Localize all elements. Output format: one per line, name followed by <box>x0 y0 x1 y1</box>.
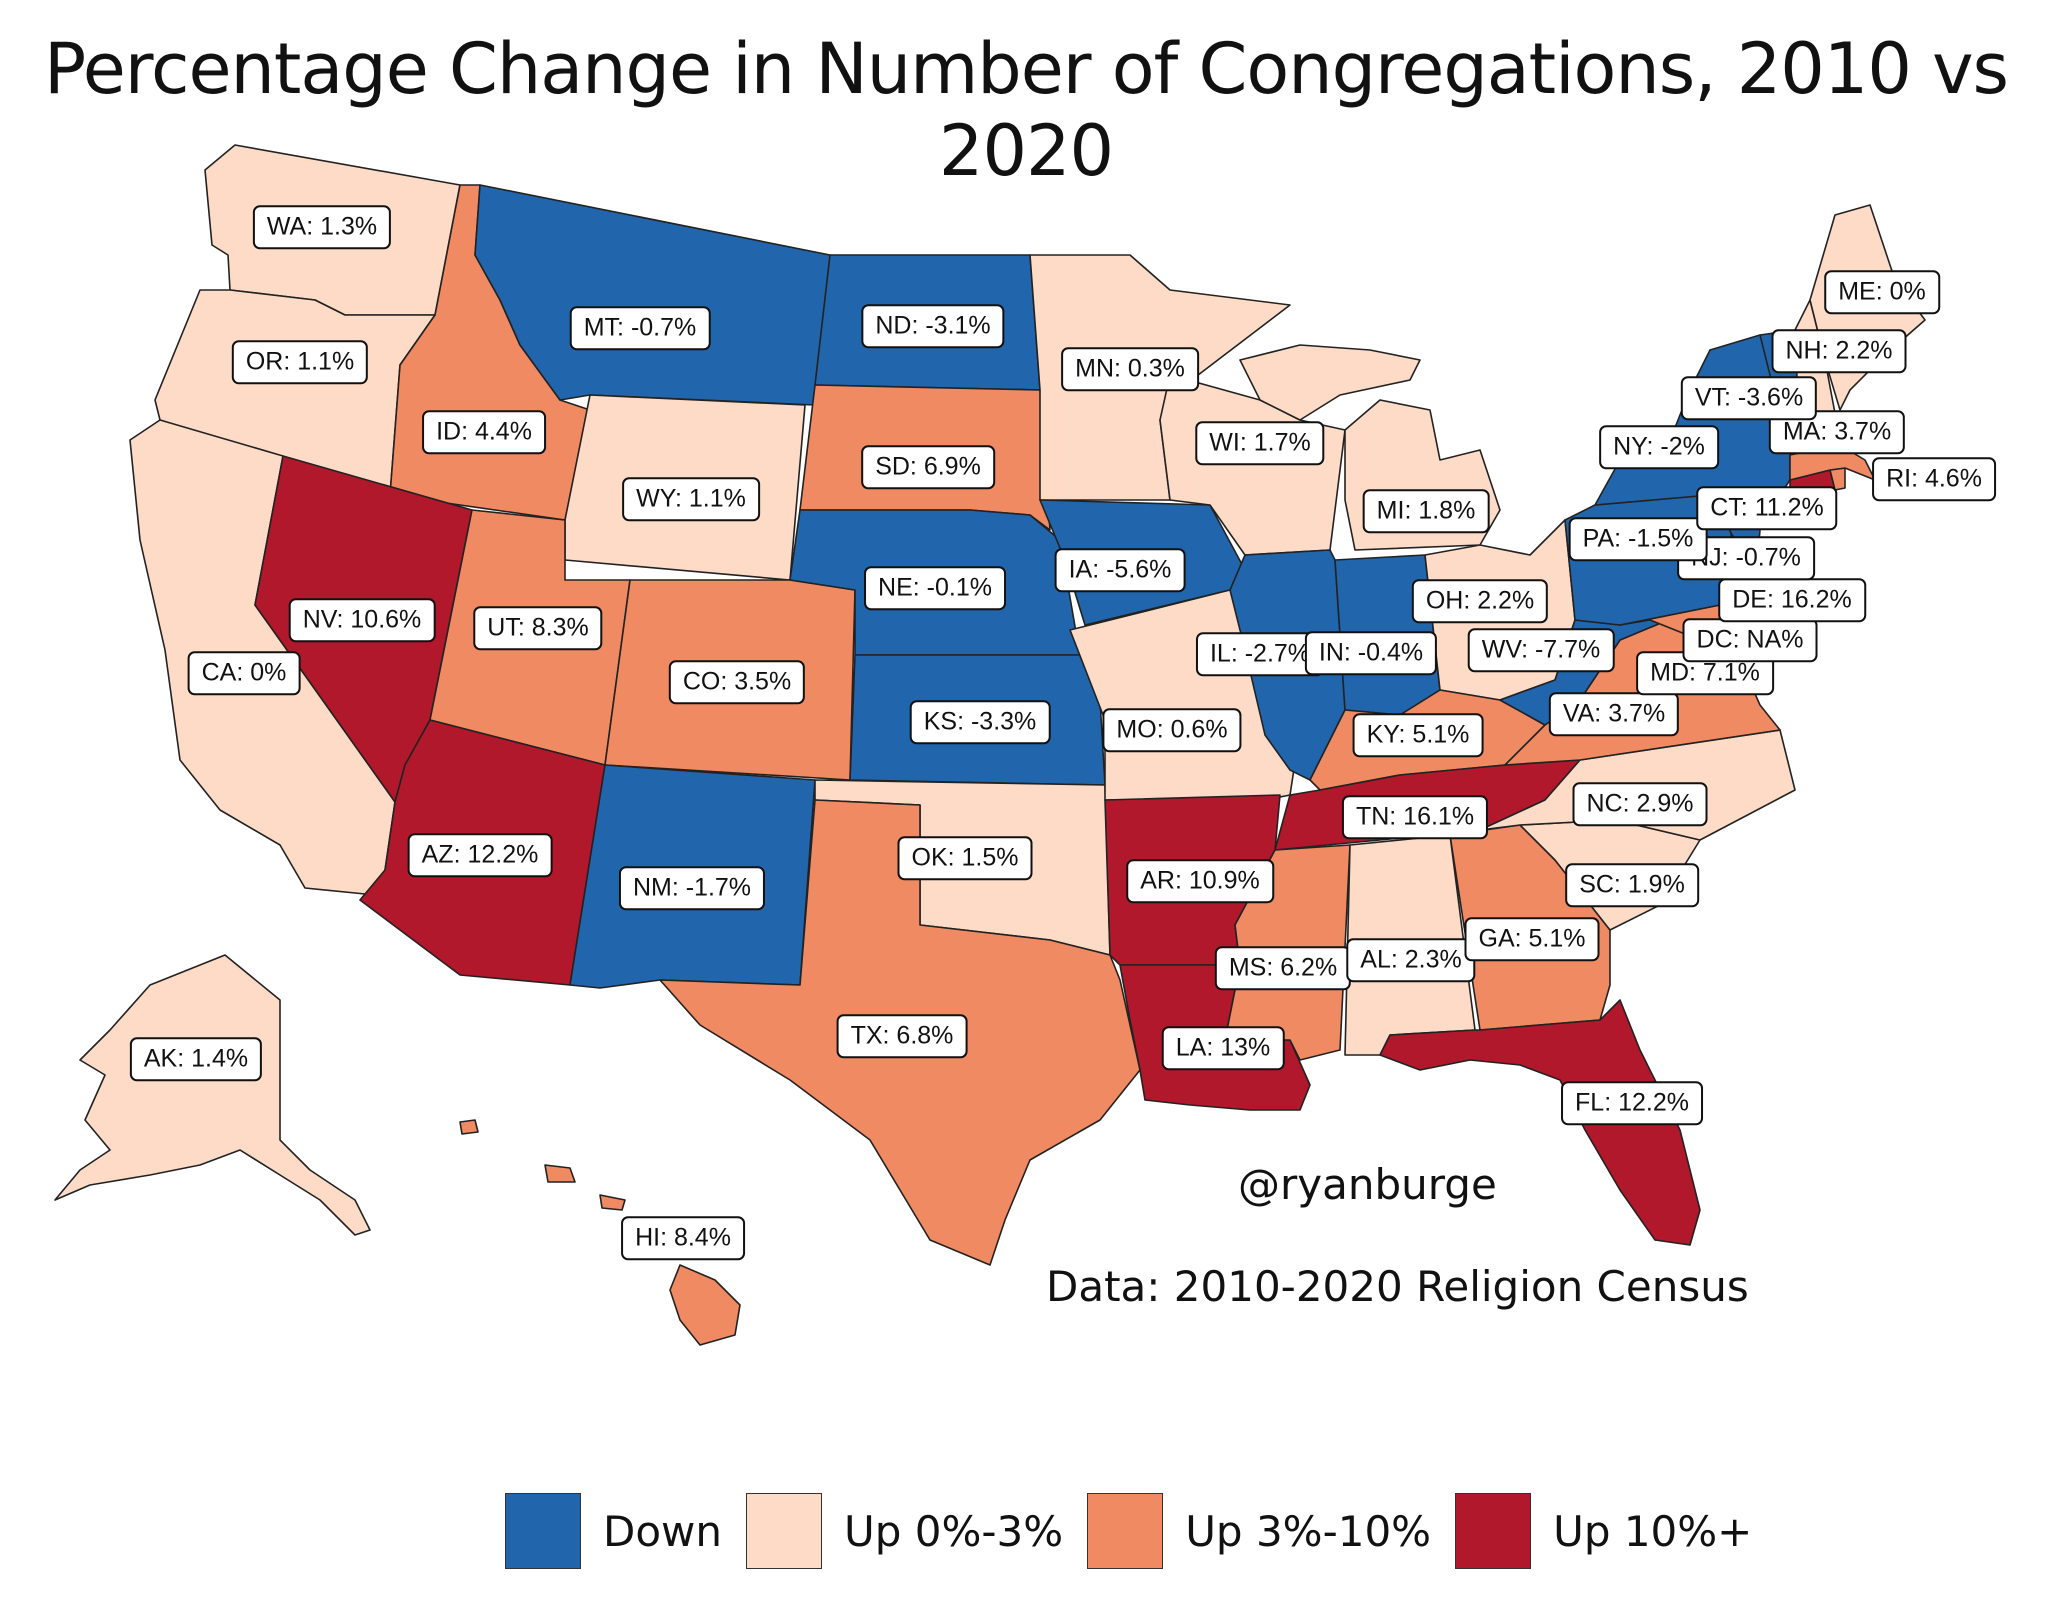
state-label-CT: CT: 11.2% <box>1696 486 1838 530</box>
state-label-IA: IA: -5.6% <box>1054 548 1186 592</box>
state-label-VT: VT: -3.6% <box>1680 376 1818 420</box>
legend-item-up-0-3: Up 0%-3% <box>746 1493 1063 1569</box>
legend-swatch <box>505 1493 581 1569</box>
state-label-UT: UT: 8.3% <box>473 606 603 650</box>
legend-label: Down <box>603 1506 723 1556</box>
state-label-AR: AR: 10.9% <box>1126 859 1274 903</box>
state-label-TX: TX: 6.8% <box>836 1014 968 1058</box>
state-AK <box>54 954 371 1236</box>
state-label-WI: WI: 1.7% <box>1195 421 1325 465</box>
map-legend: Down Up 0%-3% Up 3%-10% Up 10%+ <box>505 1493 1776 1569</box>
legend-label: Up 10%+ <box>1553 1506 1753 1556</box>
state-label-MI: MI: 1.8% <box>1362 489 1490 533</box>
legend-label: Up 0%-3% <box>844 1506 1064 1556</box>
state-label-ID: ID: 4.4% <box>422 410 546 454</box>
state-label-KS: KS: -3.3% <box>909 700 1051 744</box>
state-label-MS: MS: 6.2% <box>1214 946 1352 990</box>
state-label-MO: MO: 0.6% <box>1102 708 1242 752</box>
state-label-SD: SD: 6.9% <box>861 445 995 489</box>
state-label-CO: CO: 3.5% <box>668 660 806 704</box>
state-NY <box>1594 334 1791 506</box>
state-label-DC: DC: NA% <box>1682 618 1818 662</box>
state-label-LA: LA: 13% <box>1161 1026 1285 1070</box>
state-label-IN: IN: -0.4% <box>1304 631 1438 675</box>
state-label-SC: SC: 1.9% <box>1565 863 1699 907</box>
state-label-AL: AL: 2.3% <box>1346 938 1476 982</box>
state-label-WV: WV: -7.7% <box>1467 628 1615 672</box>
state-label-NC: NC: 2.9% <box>1572 782 1708 826</box>
state-FL <box>1379 999 1701 1246</box>
state-label-NM: NM: -1.7% <box>618 866 766 910</box>
state-label-GA: GA: 5.1% <box>1464 917 1600 961</box>
legend-item-up-10-plus: Up 10%+ <box>1455 1493 1752 1569</box>
state-label-NH: NH: 2.2% <box>1771 329 1907 373</box>
state-label-OR: OR: 1.1% <box>231 340 369 384</box>
state-label-PA: PA: -1.5% <box>1568 517 1708 561</box>
state-label-VA: VA: 3.7% <box>1548 692 1680 736</box>
state-label-RI: RI: 4.6% <box>1872 457 1996 501</box>
state-label-ME: ME: 0% <box>1824 270 1940 314</box>
legend-item-up-3-10: Up 3%-10% <box>1087 1493 1431 1569</box>
data-source-note: Data: 2010-2020 Religion Census <box>1046 1262 1749 1311</box>
state-label-NV: NV: 10.6% <box>288 598 436 642</box>
state-HI <box>459 1119 741 1346</box>
state-label-DE: DE: 16.2% <box>1718 578 1866 622</box>
state-label-NE: NE: -0.1% <box>864 566 1006 610</box>
state-label-IL: IL: -2.7% <box>1195 632 1325 676</box>
state-label-OK: OK: 1.5% <box>897 836 1033 880</box>
author-credit: @ryanburge <box>1238 1160 1497 1209</box>
state-label-FL: FL: 12.2% <box>1561 1081 1703 1125</box>
state-label-KY: KY: 5.1% <box>1352 713 1484 757</box>
state-label-AZ: AZ: 12.2% <box>407 833 553 877</box>
state-label-MN: MN: 0.3% <box>1061 347 1199 391</box>
legend-label: Up 3%-10% <box>1185 1506 1432 1556</box>
legend-swatch <box>746 1493 823 1569</box>
state-label-NY: NY: -2% <box>1599 425 1719 469</box>
state-label-MT: MT: -0.7% <box>569 306 711 350</box>
legend-swatch <box>1087 1493 1164 1569</box>
legend-swatch <box>1455 1493 1532 1569</box>
state-label-HI: HI: 8.4% <box>621 1216 745 1260</box>
state-label-OH: OH: 2.2% <box>1411 579 1549 623</box>
legend-item-down: Down <box>505 1493 722 1569</box>
state-label-WY: WY: 1.1% <box>622 477 760 521</box>
state-label-TN: TN: 16.1% <box>1341 795 1489 839</box>
state-label-WA: WA: 1.3% <box>252 205 392 249</box>
map-title: Percentage Change in Number of Congregat… <box>43 28 2009 192</box>
state-label-CA: CA: 0% <box>187 651 301 695</box>
state-label-ND: ND: -3.1% <box>861 304 1005 348</box>
state-label-AK: AK: 1.4% <box>129 1037 263 1081</box>
